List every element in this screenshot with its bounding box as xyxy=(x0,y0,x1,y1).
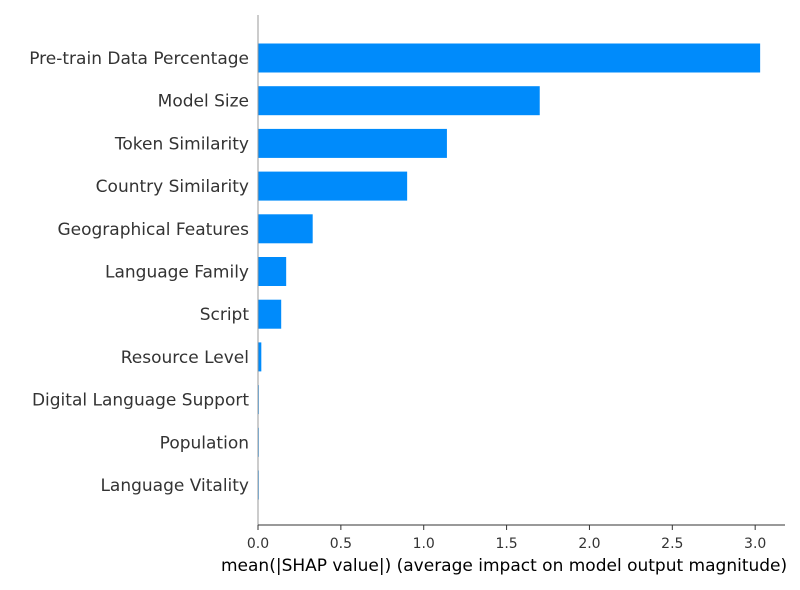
category-label: Digital Language Support xyxy=(32,391,249,411)
bar xyxy=(258,257,287,286)
category-label: Language Family xyxy=(105,263,249,283)
x-tick-label: 2.5 xyxy=(661,536,683,552)
x-tick-label: 1.0 xyxy=(413,536,435,552)
bar xyxy=(258,299,282,329)
bar xyxy=(258,342,262,372)
category-label: Geographical Features xyxy=(57,220,249,240)
x-tick-label: 0.5 xyxy=(330,536,352,552)
x-tick-label: 2.0 xyxy=(578,536,600,552)
bar xyxy=(258,128,447,158)
x-ticks: 0.0 0.5 1.0 1.5 2.0 2.5 3.0 xyxy=(247,525,766,552)
x-tick-label: 1.5 xyxy=(495,536,517,552)
bar xyxy=(258,214,313,244)
x-tick-label: 0.0 xyxy=(247,536,269,552)
category-label: Script xyxy=(200,305,250,325)
category-label: Language Vitality xyxy=(100,476,249,496)
bar xyxy=(258,171,408,201)
category-labels: Pre-train Data Percentage Model Size Token… xyxy=(29,49,249,496)
bars-layer xyxy=(258,43,761,500)
category-label: Model Size xyxy=(158,92,249,112)
category-label: Country Similarity xyxy=(96,177,249,197)
category-label: Population xyxy=(160,433,249,453)
category-label: Token Similarity xyxy=(114,134,249,154)
x-axis-title: mean(|SHAP value|) (average impact on mo… xyxy=(221,556,787,576)
category-label: Resource Level xyxy=(121,348,249,368)
category-label: Pre-train Data Percentage xyxy=(29,49,249,69)
bar xyxy=(258,43,761,73)
x-tick-label: 3.0 xyxy=(744,536,766,552)
bar xyxy=(258,86,540,116)
